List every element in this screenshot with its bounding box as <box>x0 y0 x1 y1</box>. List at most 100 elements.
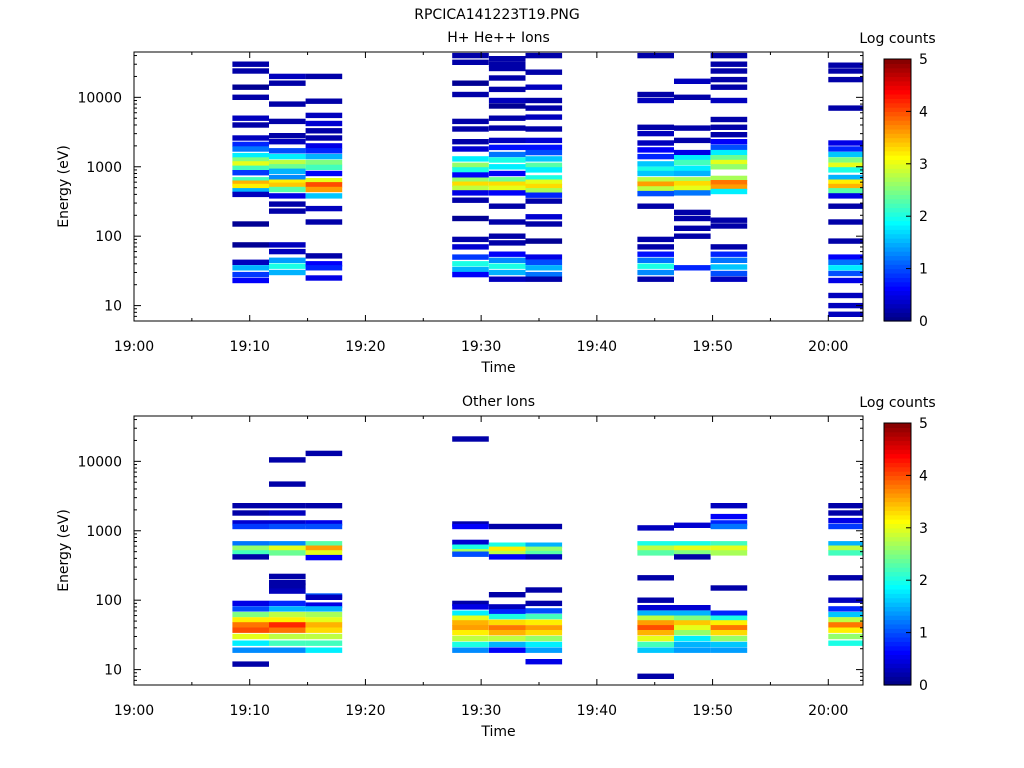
spectrogram-cell <box>305 647 343 653</box>
colorbar-segment <box>884 588 911 594</box>
colorbar-segment <box>884 423 911 428</box>
spectrogram-cell <box>525 175 563 181</box>
colorbar-tick-label: 5 <box>919 416 928 432</box>
spectrogram-cell <box>674 78 711 84</box>
spectrogram-cell <box>637 130 674 137</box>
spectrogram-cell <box>452 610 489 616</box>
spectrogram-cell <box>828 140 863 146</box>
spectrogram-cell <box>232 115 269 121</box>
colorbar-segment <box>884 137 911 143</box>
spectrogram-cell <box>269 633 306 640</box>
spectrogram-cell <box>269 257 306 263</box>
colorbar-segment <box>884 501 911 507</box>
colorbar-segment <box>884 76 911 82</box>
spectrogram-cell <box>828 238 863 244</box>
colorbar-segment <box>884 427 911 433</box>
spectrogram-cell <box>828 105 863 111</box>
spectrogram-cell <box>710 503 748 509</box>
spectrogram-cell <box>525 221 563 227</box>
spectrogram-cell <box>828 157 863 163</box>
spectrogram-cell <box>828 510 863 516</box>
spectrogram-cell <box>269 627 306 633</box>
x-tick-label: 19:50 <box>692 703 732 719</box>
colorbar-tick-label: 2 <box>919 209 928 225</box>
spectrogram-cell <box>488 592 526 598</box>
colorbar-frame <box>883 58 912 322</box>
colorbar-segment <box>884 527 911 533</box>
colorbar-segment <box>884 63 911 69</box>
spectrogram-cell <box>269 545 306 551</box>
spectrogram-cell <box>674 550 711 556</box>
spectrogram-cell <box>710 52 748 59</box>
colorbar-tick-label: 3 <box>919 157 928 173</box>
spectrogram-cell <box>828 62 863 68</box>
colorbar-segment <box>884 185 911 191</box>
colorbar-segment <box>884 290 911 296</box>
colorbar-segment <box>884 436 911 442</box>
colorbar-segment <box>884 98 911 104</box>
spectrogram-cell <box>452 181 489 187</box>
colorbar-segment <box>884 440 911 446</box>
spectrogram-cell <box>269 101 306 107</box>
colorbar-segment <box>884 497 911 503</box>
spectrogram-cell <box>637 236 674 243</box>
spectrogram-cell <box>710 61 748 67</box>
x-tick-label: 19:40 <box>577 339 617 355</box>
panel-0-cells <box>232 52 863 317</box>
spectrogram-cell <box>305 261 343 267</box>
spectrogram-cell <box>637 147 674 153</box>
spectrogram-cell <box>269 159 306 166</box>
colorbar-tick-label: 1 <box>919 262 928 278</box>
colorbar-segment <box>884 102 911 108</box>
spectrogram-cell <box>305 606 343 612</box>
colorbar-segment <box>884 680 911 686</box>
spectrogram-cell <box>710 625 748 631</box>
spectrogram-cell <box>525 600 563 607</box>
spectrogram-cell <box>305 112 343 119</box>
spectrogram-cell <box>674 185 711 191</box>
spectrogram-cell <box>828 265 863 271</box>
spectrogram-cell <box>269 242 306 248</box>
colorbar-segment <box>884 523 911 529</box>
spectrogram-cell <box>488 257 526 263</box>
spectrogram-cell <box>710 217 748 223</box>
spectrogram-cell <box>828 541 863 547</box>
y-axis-label: Energy (eV) <box>56 145 72 228</box>
spectrogram-cell <box>637 181 674 187</box>
spectrogram-cell <box>488 269 526 276</box>
spectrogram-cell <box>269 622 306 628</box>
colorbar-segment <box>884 281 911 287</box>
colorbar-segment <box>884 181 911 187</box>
spectrogram-cell <box>269 481 306 487</box>
spectrogram-cell <box>710 523 748 530</box>
x-tick-label: 19:20 <box>345 339 385 355</box>
spectrogram-cell <box>232 503 269 509</box>
spectrogram-cell <box>637 91 674 98</box>
figure-title: RPCICA141223T19.PNG <box>414 7 579 23</box>
colorbar-segment <box>884 540 911 546</box>
spectrogram-cell <box>828 179 863 185</box>
spectrogram-cell <box>828 270 863 277</box>
colorbar-segment <box>884 658 911 664</box>
spectrogram-cell <box>525 254 563 260</box>
spectrogram-cell <box>232 661 269 667</box>
spectrogram-cell <box>637 166 674 172</box>
spectrogram-cell <box>525 105 563 111</box>
colorbar-segment <box>884 59 911 64</box>
spectrogram-cell <box>452 162 489 168</box>
spectrogram-cell <box>269 573 306 580</box>
spectrogram-cell <box>488 609 526 615</box>
spectrogram-cell <box>828 254 863 260</box>
spectrogram-cell <box>637 124 674 130</box>
colorbar-segment <box>884 514 911 520</box>
spectrogram-cell <box>637 153 674 160</box>
spectrogram-cell <box>710 610 748 616</box>
spectrogram-cell <box>232 61 269 67</box>
spectrogram-cell <box>828 277 863 284</box>
spectrogram-cell <box>525 167 563 173</box>
spectrogram-cell <box>305 265 343 271</box>
colorbar-segment <box>884 636 911 642</box>
y-tick-label: 100 <box>95 593 122 609</box>
spectrogram-cell <box>488 61 526 67</box>
x-tick-label: 19:50 <box>692 339 732 355</box>
